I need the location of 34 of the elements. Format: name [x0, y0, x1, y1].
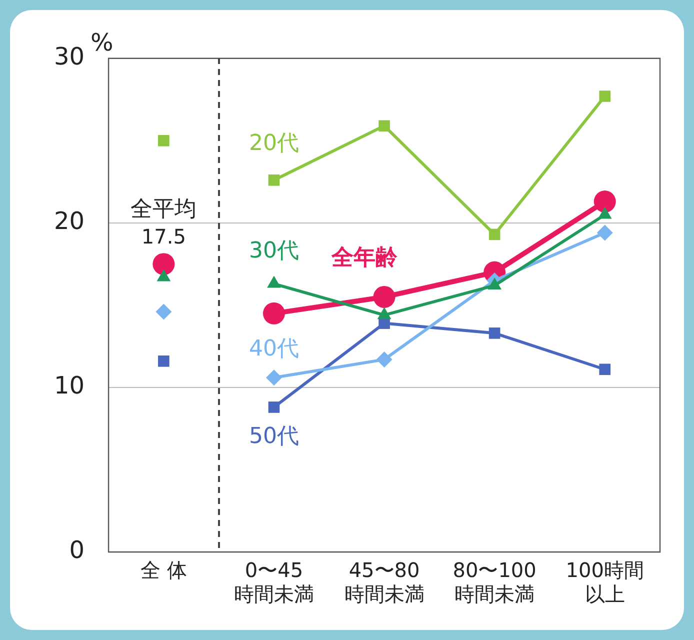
series-label: 40代: [248, 336, 299, 362]
point: [599, 90, 611, 102]
point: [156, 304, 172, 320]
y-axis-title: %: [90, 28, 114, 57]
series-label: 全年齢: [330, 246, 398, 271]
point: [158, 135, 170, 146]
series-label: 20代: [248, 130, 299, 156]
x-tick-label: 80〜100時間未満: [452, 558, 536, 606]
point: [158, 355, 170, 367]
y-tick-label: 10: [54, 372, 85, 400]
point: [266, 370, 282, 386]
x-tick-label: 45〜80時間未満: [344, 558, 424, 606]
data-label: 17.5: [141, 224, 186, 248]
y-tick-label: 20: [54, 207, 85, 236]
point: [594, 190, 616, 213]
point: [152, 253, 175, 276]
annotation: 全平均: [130, 196, 197, 222]
point: [488, 328, 500, 339]
point: [373, 286, 396, 308]
x-tick-label: 0〜45時間未満: [234, 558, 314, 606]
point: [268, 402, 280, 413]
point: [596, 224, 613, 241]
y-tick-label: 30: [54, 42, 85, 71]
point: [376, 351, 392, 368]
series-label: 50代: [248, 424, 299, 449]
x-tick-label: 全 体: [140, 558, 187, 582]
point: [268, 174, 280, 186]
point: [262, 302, 285, 324]
y-tick-label: 0: [69, 536, 85, 564]
point: [378, 120, 390, 132]
series-label: 30代: [248, 238, 299, 264]
x-tick-label: 100時間以上: [566, 558, 644, 606]
point: [599, 364, 611, 376]
point: [488, 228, 500, 240]
